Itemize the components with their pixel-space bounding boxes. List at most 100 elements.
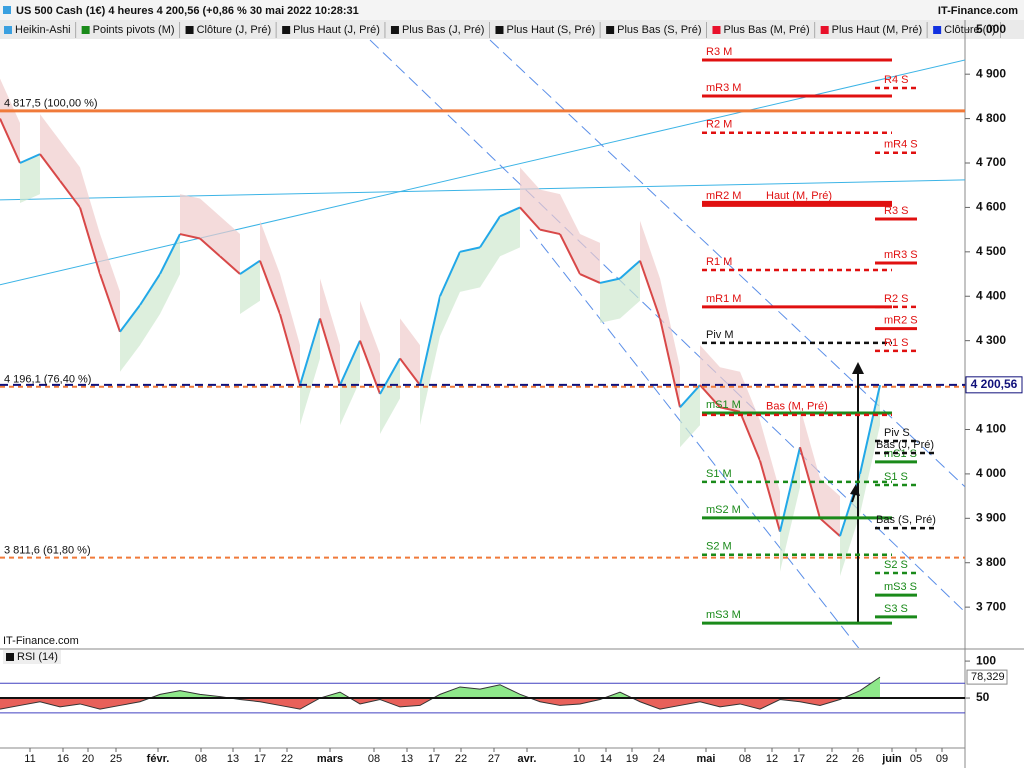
price-band bbox=[800, 407, 820, 519]
pivot-label: S1 M bbox=[706, 468, 732, 480]
price-band bbox=[500, 207, 520, 257]
x-tick-label: 13 bbox=[227, 753, 239, 765]
price-band bbox=[660, 278, 680, 408]
current-price-box bbox=[965, 376, 1023, 394]
fibonacci-label: 4 817,5 (100,00 %) bbox=[4, 98, 98, 110]
legend-label: Plus Bas (J, Pré) bbox=[402, 24, 485, 36]
price-band bbox=[840, 473, 860, 577]
price-band bbox=[240, 260, 260, 315]
rsi-y-tick-label: 100 bbox=[976, 653, 996, 667]
pivot-label: S2 M bbox=[706, 541, 732, 553]
pivot-label: R1 S bbox=[884, 337, 908, 349]
chart-title: US 500 Cash (1€) 4 heures 4 200,56 (+0,8… bbox=[16, 5, 359, 17]
pivot-label: mR3 S bbox=[884, 249, 918, 261]
price-segment bbox=[419, 296, 441, 386]
price-band bbox=[160, 234, 180, 315]
price-segment bbox=[359, 340, 381, 395]
y-tick-label: 4 000 bbox=[976, 466, 1006, 480]
source: IT-Finance.com bbox=[938, 5, 1018, 17]
legend-swatch bbox=[282, 26, 291, 34]
x-tick-label: 26 bbox=[852, 753, 864, 765]
legend-label: Heikin-Ashi bbox=[15, 24, 71, 36]
x-tick-label: 22 bbox=[281, 753, 293, 765]
x-tick-label: 11 bbox=[24, 753, 35, 765]
price-segment bbox=[599, 277, 621, 284]
x-tick-label: mars bbox=[317, 753, 343, 765]
legend-swatch bbox=[81, 26, 90, 34]
price-segment bbox=[39, 153, 61, 182]
price-segment bbox=[319, 318, 341, 386]
pivot-label: R1 M bbox=[706, 256, 732, 268]
price-band bbox=[480, 216, 500, 288]
legend-label: Plus Bas (M, Pré) bbox=[723, 24, 809, 36]
price-band bbox=[540, 189, 560, 235]
price-segment bbox=[259, 260, 281, 315]
price-segment bbox=[679, 384, 701, 408]
price-band bbox=[320, 278, 340, 386]
price-segment bbox=[639, 260, 661, 319]
price-band bbox=[180, 194, 200, 239]
pivot-label: mS1 M bbox=[706, 399, 741, 411]
legend-swatch bbox=[606, 26, 615, 34]
x-tick-label: juin bbox=[881, 753, 902, 765]
fibonacci-label: 4 196,1 (76,40 %) bbox=[4, 374, 91, 386]
x-tick-label: avr. bbox=[518, 753, 537, 765]
extreme-label: Bas (S, Pré) bbox=[876, 514, 936, 526]
price-segment bbox=[619, 259, 641, 280]
price-segment bbox=[479, 215, 501, 248]
price-band bbox=[520, 167, 540, 230]
y-tick-label: 4 700 bbox=[976, 155, 1006, 169]
pivot-label: S1 S bbox=[884, 471, 908, 483]
rsi-current-box bbox=[966, 669, 1008, 685]
y-tick-label: 4 600 bbox=[976, 200, 1006, 214]
legend-bar bbox=[0, 20, 1024, 39]
plot-area bbox=[0, 39, 965, 648]
price-band bbox=[100, 234, 120, 332]
pivot-label: S3 S bbox=[884, 603, 908, 615]
trend-line bbox=[529, 229, 860, 648]
price-band bbox=[420, 296, 440, 426]
price-band bbox=[600, 278, 620, 323]
pivot-label: Piv M bbox=[706, 329, 734, 341]
x-tick-label: 08 bbox=[195, 753, 207, 765]
legend-swatch bbox=[4, 26, 12, 34]
y-tick-label: 4 400 bbox=[976, 288, 1006, 302]
y-tick-label: 4 900 bbox=[976, 66, 1006, 80]
x-tick-label: 25 bbox=[110, 753, 122, 765]
pivot-label: R3 M bbox=[706, 46, 732, 58]
rsi-title: RSI (14) bbox=[17, 651, 58, 663]
rsi-title-box bbox=[3, 650, 61, 664]
price-segment bbox=[79, 207, 101, 275]
pivot-label: mR4 S bbox=[884, 139, 918, 151]
trend-line bbox=[0, 179, 965, 201]
x-tick-label: 22 bbox=[455, 753, 467, 765]
rsi-area-down bbox=[0, 698, 880, 710]
price-segment bbox=[759, 460, 781, 532]
price-segment bbox=[59, 180, 81, 209]
extreme-label: Bas (M, Pré) bbox=[766, 401, 828, 413]
pivot-label: mR1 M bbox=[706, 293, 741, 305]
x-tick-label: 16 bbox=[57, 753, 69, 765]
x-tick-label: 12 bbox=[766, 753, 778, 765]
price-band bbox=[80, 167, 100, 275]
x-tick-label: 05 bbox=[910, 753, 922, 765]
price-band bbox=[120, 305, 140, 372]
x-tick-label: 27 bbox=[488, 753, 500, 765]
x-tick-label: févr. bbox=[147, 753, 170, 765]
price-band bbox=[460, 247, 480, 292]
legend-label: Plus Haut (M, Pré) bbox=[832, 24, 922, 36]
legend-label: Plus Haut (S, Pré) bbox=[506, 24, 595, 36]
y-tick-label: 4 300 bbox=[976, 333, 1006, 347]
legend-swatch bbox=[712, 26, 721, 34]
y-tick-label: 4 500 bbox=[976, 244, 1006, 258]
price-segment bbox=[399, 357, 421, 386]
price-segment bbox=[559, 233, 581, 275]
x-tick-label: 22 bbox=[826, 753, 838, 765]
legend-swatch bbox=[390, 26, 399, 34]
x-tick-label: 08 bbox=[739, 753, 751, 765]
pivot-label: mS1 S bbox=[884, 448, 917, 460]
legend-label: Plus Bas (S, Pré) bbox=[617, 24, 701, 36]
pivot-label: mR2 M bbox=[706, 190, 741, 202]
price-band bbox=[260, 220, 280, 315]
